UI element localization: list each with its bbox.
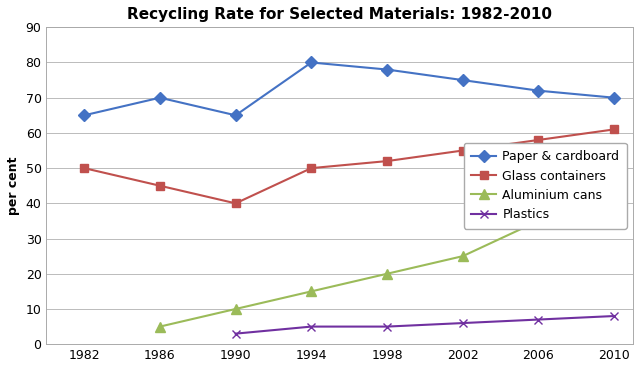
Glass containers xyxy=(156,183,164,188)
Plastics xyxy=(611,314,618,318)
Paper & cardboard xyxy=(232,113,239,117)
Line: Paper & cardboard: Paper & cardboard xyxy=(80,58,618,120)
Aluminium cans xyxy=(232,307,239,311)
Title: Recycling Rate for Selected Materials: 1982-2010: Recycling Rate for Selected Materials: 1… xyxy=(127,7,552,22)
Paper & cardboard xyxy=(534,89,542,93)
Glass containers xyxy=(383,159,391,163)
Plastics xyxy=(534,317,542,322)
Glass containers xyxy=(232,201,239,206)
Glass containers xyxy=(611,127,618,132)
Glass containers xyxy=(307,166,315,170)
Aluminium cans xyxy=(383,272,391,276)
Line: Glass containers: Glass containers xyxy=(80,125,618,207)
Y-axis label: per cent: per cent xyxy=(7,156,20,215)
Paper & cardboard xyxy=(156,96,164,100)
Aluminium cans xyxy=(307,289,315,294)
Glass containers xyxy=(459,148,467,153)
Aluminium cans xyxy=(534,219,542,223)
Line: Aluminium cans: Aluminium cans xyxy=(155,181,619,331)
Plastics xyxy=(307,324,315,329)
Aluminium cans xyxy=(459,254,467,258)
Aluminium cans xyxy=(156,324,164,329)
Paper & cardboard xyxy=(81,113,88,117)
Glass containers xyxy=(534,138,542,142)
Paper & cardboard xyxy=(459,78,467,82)
Glass containers xyxy=(81,166,88,170)
Plastics xyxy=(232,331,239,336)
Plastics xyxy=(383,324,391,329)
Paper & cardboard xyxy=(383,67,391,72)
Legend: Paper & cardboard, Glass containers, Aluminium cans, Plastics: Paper & cardboard, Glass containers, Alu… xyxy=(463,143,627,229)
Aluminium cans xyxy=(611,183,618,188)
Paper & cardboard xyxy=(611,96,618,100)
Paper & cardboard xyxy=(307,60,315,65)
Line: Plastics: Plastics xyxy=(232,312,618,338)
Plastics xyxy=(459,321,467,325)
